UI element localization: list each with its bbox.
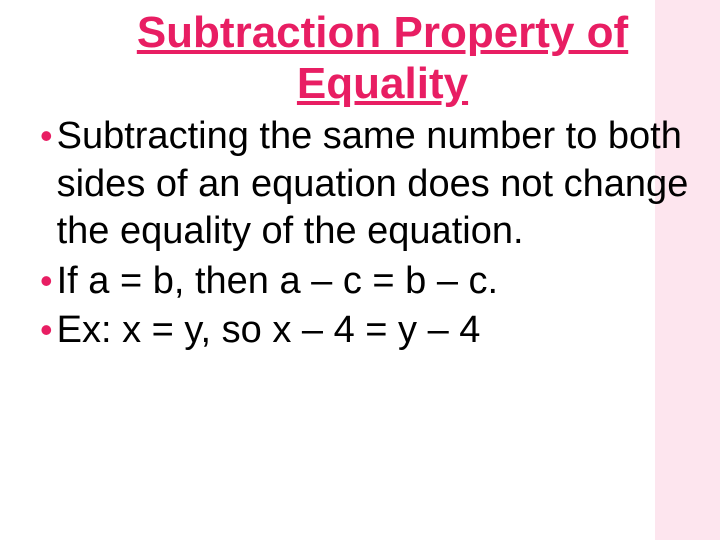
bullet-marker-icon: • — [40, 113, 53, 160]
bullet-list: • Subtracting the same number to both si… — [40, 113, 700, 355]
bullet-marker-icon: • — [40, 258, 53, 305]
bullet-text: Ex: x = y, so x – 4 = y – 4 — [57, 307, 700, 355]
bullet-text: If a = b, then a – c = b – c. — [57, 258, 700, 306]
bullet-text: Subtracting the same number to both side… — [57, 113, 700, 256]
slide-title: Subtraction Property of Equality — [40, 8, 700, 109]
bullet-item: • Subtracting the same number to both si… — [40, 113, 700, 256]
bullet-marker-icon: • — [40, 307, 53, 354]
bullet-item: • If a = b, then a – c = b – c. — [40, 258, 700, 306]
bullet-item: • Ex: x = y, so x – 4 = y – 4 — [40, 307, 700, 355]
slide-content: Subtraction Property of Equality • Subtr… — [0, 0, 720, 377]
